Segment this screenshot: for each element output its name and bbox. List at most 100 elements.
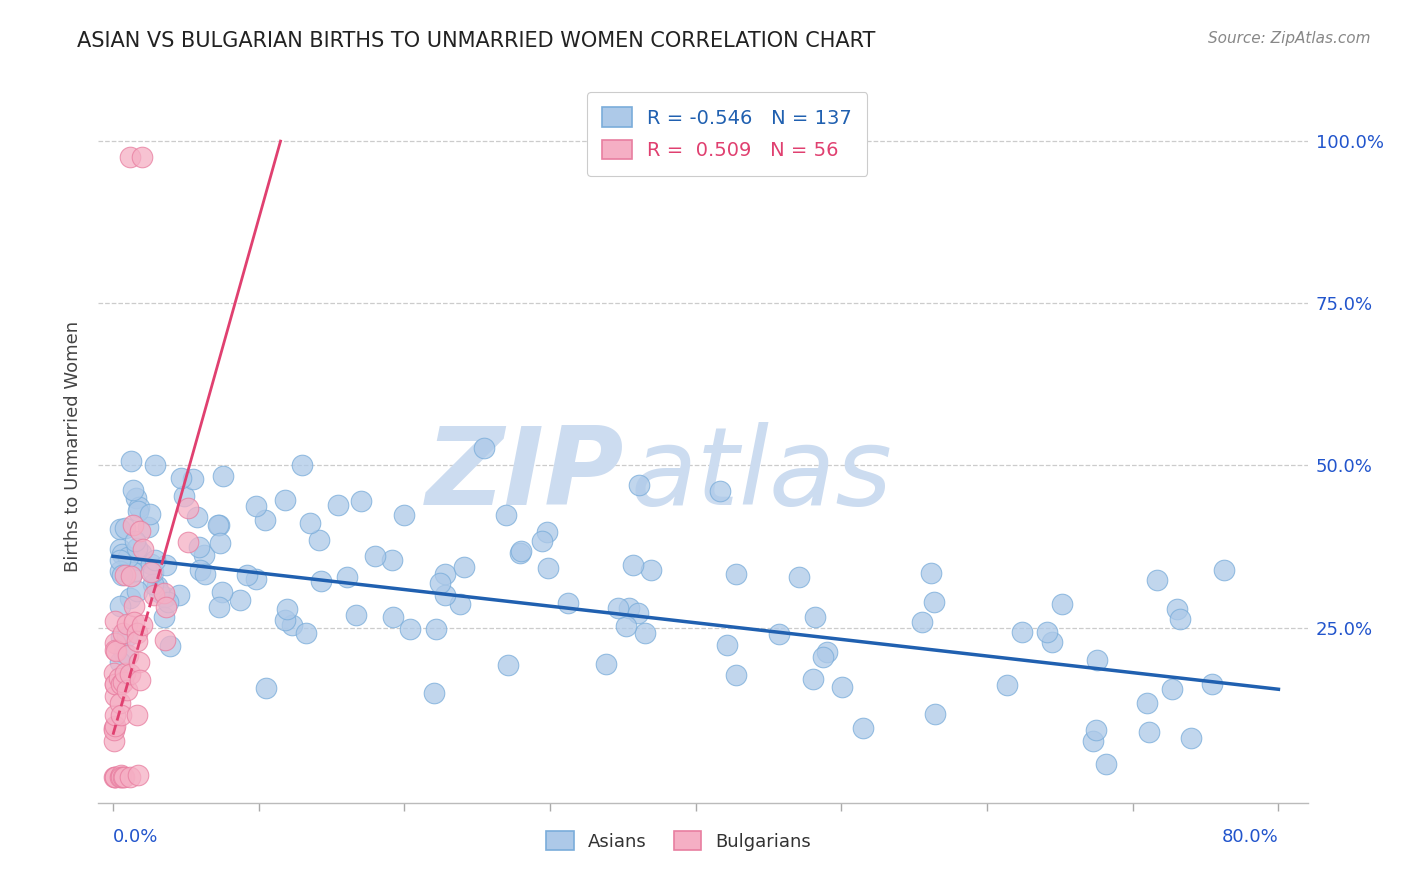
Point [121, 483, 143, 497]
Point [128, 500, 150, 514]
Point [120, 666, 142, 681]
Text: Source: ZipAtlas.com: Source: ZipAtlas.com [1208, 31, 1371, 46]
Point [509, 546, 531, 560]
Point [336, 569, 359, 583]
Point [1180, 731, 1202, 746]
Point [120, 591, 142, 605]
Point [153, 586, 176, 600]
Point [211, 585, 233, 599]
Point [193, 548, 215, 562]
Point [1081, 734, 1104, 748]
Point [449, 597, 471, 611]
Point [156, 595, 179, 609]
Point [143, 553, 166, 567]
Point [1050, 597, 1073, 611]
Point [110, 542, 132, 557]
Point [110, 564, 132, 578]
Point [111, 547, 134, 561]
Point [207, 517, 229, 532]
Point [725, 566, 748, 581]
Point [344, 607, 367, 622]
Point [724, 668, 747, 682]
Point [617, 601, 640, 615]
Point [121, 518, 143, 533]
Point [811, 649, 834, 664]
Point [117, 629, 139, 643]
Point [103, 721, 125, 735]
Point [110, 522, 132, 536]
Point [607, 601, 630, 615]
Point [153, 591, 176, 605]
Point [117, 683, 139, 698]
Point [236, 568, 259, 582]
Point [125, 583, 148, 598]
Point [141, 557, 163, 571]
Point [108, 671, 131, 685]
Point [124, 615, 146, 630]
Point [510, 544, 533, 558]
Point [173, 489, 195, 503]
Point [1137, 724, 1160, 739]
Point [208, 600, 231, 615]
Point [104, 644, 127, 658]
Point [115, 617, 138, 632]
Point [143, 458, 166, 473]
Point [114, 521, 136, 535]
Point [125, 541, 148, 555]
Point [381, 610, 404, 624]
Point [1036, 624, 1059, 639]
Point [145, 579, 167, 593]
Point [399, 622, 422, 636]
Point [159, 639, 181, 653]
Text: ZIP: ZIP [426, 422, 624, 527]
Point [291, 458, 314, 472]
Point [815, 645, 838, 659]
Point [188, 563, 211, 577]
Point [274, 613, 297, 627]
Point [110, 599, 132, 613]
Point [298, 516, 321, 531]
Point [634, 626, 657, 640]
Point [110, 553, 132, 567]
Text: ASIAN VS BULGARIAN BIRTHS TO UNMARRIED WOMEN CORRELATION CHART: ASIAN VS BULGARIAN BIRTHS TO UNMARRIED W… [77, 31, 876, 51]
Point [110, 655, 132, 669]
Point [108, 696, 131, 710]
Point [640, 563, 662, 577]
Point [208, 518, 231, 533]
Point [350, 494, 373, 508]
Point [245, 572, 267, 586]
Point [120, 569, 142, 583]
Point [127, 634, 149, 648]
Point [176, 500, 198, 515]
Point [801, 672, 824, 686]
Point [1085, 723, 1108, 738]
Point [127, 768, 149, 782]
Point [1040, 635, 1063, 649]
Point [117, 648, 139, 663]
Point [118, 770, 141, 784]
Point [628, 478, 651, 492]
Point [595, 657, 617, 671]
Point [709, 483, 731, 498]
Point [111, 567, 134, 582]
Point [911, 615, 934, 630]
Point [536, 525, 558, 540]
Point [142, 577, 165, 591]
Point [433, 588, 456, 602]
Point [254, 513, 277, 527]
Point [276, 601, 298, 615]
Point [104, 635, 127, 649]
Point [110, 708, 132, 723]
Point [425, 622, 447, 636]
Point [187, 540, 209, 554]
Text: 0.0%: 0.0% [112, 828, 159, 846]
Point [434, 567, 457, 582]
Point [1160, 682, 1182, 697]
Point [1166, 602, 1188, 616]
Point [142, 566, 165, 580]
Point [537, 560, 560, 574]
Text: atlas: atlas [630, 422, 893, 527]
Point [768, 627, 790, 641]
Legend: Asians, Bulgarians: Asians, Bulgarians [540, 824, 818, 858]
Text: 80.0%: 80.0% [1222, 828, 1278, 846]
